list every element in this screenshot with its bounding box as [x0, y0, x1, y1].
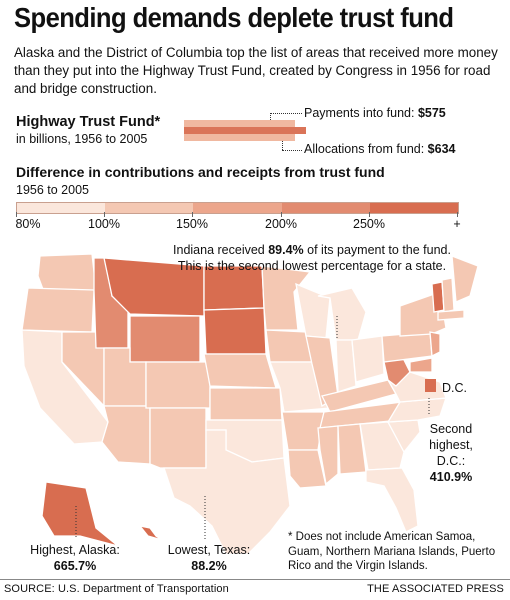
color-legend — [16, 202, 459, 214]
payments-label: Payments into fund: $575 — [304, 106, 446, 120]
state-iowa — [265, 329, 313, 363]
legend-tick — [104, 212, 105, 217]
source-credit: SOURCE: U.S. Department of Transportatio… — [4, 583, 229, 595]
us-map — [21, 253, 479, 555]
legend-label: + — [453, 217, 461, 231]
dc-callout-text: Second highest, D.C.: — [429, 422, 473, 468]
state-pennsylvania — [381, 331, 433, 363]
state-new-jersey — [429, 331, 441, 358]
difference-title: Difference in contributions and receipts… — [16, 164, 385, 180]
legend-swatch-5 — [369, 203, 459, 213]
state-texas — [163, 429, 291, 555]
alaska-callout-text: Highest, Alaska: — [30, 543, 120, 557]
state-wyoming — [129, 315, 201, 363]
page-title: Spending demands deplete trust fund — [14, 2, 454, 33]
payments-leader — [270, 113, 302, 114]
state-arizona — [101, 405, 151, 465]
intro-text: Alaska and the District of Columbia top … — [14, 45, 498, 96]
legend-label: 150% — [176, 217, 208, 231]
trust-fund-subtitle: in billions, 1956 to 2005 — [16, 132, 148, 146]
legend-swatch-1 — [17, 203, 106, 213]
legend-swatch-2 — [105, 203, 194, 213]
state-maryland — [409, 357, 433, 373]
state-indiana — [335, 339, 357, 393]
state-new-mexico — [149, 407, 207, 469]
allocations-leader-drop — [282, 141, 283, 150]
alaska-callout-value: 665.7% — [53, 559, 97, 573]
dc-callout-value: 410.9% — [429, 470, 473, 484]
legend-tick — [192, 212, 193, 217]
state-florida — [365, 467, 419, 533]
legend-label: 200% — [265, 217, 297, 231]
state-washington — [37, 253, 97, 293]
legend-tick — [457, 212, 458, 217]
texas-callout-text: Lowest, Texas: — [167, 543, 251, 557]
footnote: * Does not include American Samoa, Guam,… — [288, 531, 496, 572]
allocations-bar — [184, 127, 306, 134]
state-louisiana — [287, 449, 327, 489]
state-hawaii — [138, 525, 163, 541]
state-maine — [451, 255, 479, 303]
allocations-leader — [282, 150, 302, 151]
state-wisconsin — [295, 282, 331, 339]
legend-tick — [369, 212, 370, 217]
state-north-carolina — [386, 397, 447, 423]
legend-label: 250% — [353, 217, 385, 231]
legend-swatch-4 — [281, 203, 370, 213]
payments-bar-lower — [184, 134, 295, 141]
texas-callout: Lowest, Texas: 88.2% — [164, 542, 254, 574]
trust-fund-title: Highway Trust Fund* — [16, 114, 161, 130]
indiana-leader — [336, 315, 338, 338]
state-oregon — [21, 287, 95, 333]
state-massachusetts — [437, 309, 465, 321]
footer-divider — [0, 579, 510, 580]
state-new-hampshire — [441, 277, 455, 313]
state-shapes — [21, 253, 479, 555]
legend-tick — [16, 212, 17, 217]
state-georgia — [359, 421, 405, 471]
payments-leader-drop — [270, 113, 271, 120]
texas-callout-value: 88.2% — [191, 559, 227, 573]
legend-tick — [281, 212, 282, 217]
state-mississippi — [317, 425, 339, 486]
alaska-callout: Highest, Alaska: 665.7% — [16, 542, 134, 574]
difference-subtitle: 1956 to 2005 — [16, 183, 89, 197]
payments-bar — [184, 120, 295, 127]
state-ohio — [351, 335, 385, 383]
agency-credit: THE ASSOCIATED PRESS — [367, 583, 504, 595]
state-alaska — [41, 481, 119, 547]
legend-label: 80% — [15, 217, 41, 231]
state-kansas — [209, 387, 283, 421]
allocations-label: Allocations from fund: $634 — [304, 142, 456, 156]
legend-swatch-3 — [193, 203, 282, 213]
dc-callout: Second highest, D.C.: 410.9% — [415, 421, 487, 485]
legend-label: 100% — [88, 217, 120, 231]
dc-swatch — [425, 379, 436, 392]
state-montana — [103, 257, 205, 317]
state-colorado — [145, 361, 211, 409]
state-nebraska — [203, 353, 277, 389]
state-south-dakota — [203, 307, 267, 355]
dc-label: D.C. — [442, 381, 467, 395]
state-minnesota — [261, 265, 312, 331]
indiana-callout: Indiana received 89.4% of its payment to… — [173, 243, 451, 273]
